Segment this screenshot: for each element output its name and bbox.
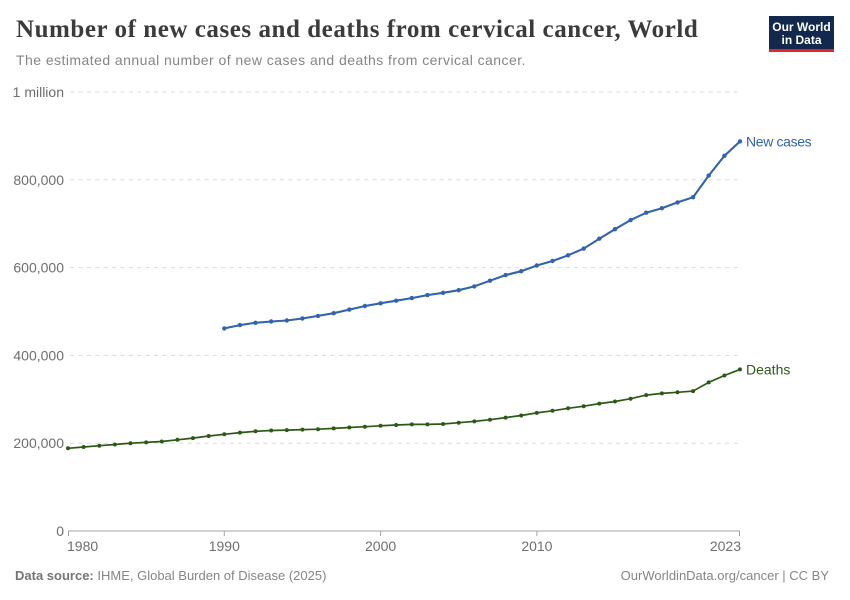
- svg-text:2010: 2010: [521, 538, 552, 554]
- svg-text:600,000: 600,000: [13, 260, 64, 276]
- svg-text:2000: 2000: [365, 538, 396, 554]
- svg-text:New cases: New cases: [746, 134, 812, 150]
- svg-text:2023: 2023: [710, 538, 741, 554]
- svg-text:200,000: 200,000: [13, 435, 64, 451]
- svg-text:400,000: 400,000: [13, 347, 64, 363]
- svg-text:1990: 1990: [209, 538, 240, 554]
- svg-text:Deaths: Deaths: [746, 362, 790, 378]
- svg-text:1 million: 1 million: [13, 84, 64, 100]
- svg-text:0: 0: [56, 523, 64, 539]
- svg-text:1980: 1980: [67, 538, 98, 554]
- svg-text:800,000: 800,000: [13, 172, 64, 188]
